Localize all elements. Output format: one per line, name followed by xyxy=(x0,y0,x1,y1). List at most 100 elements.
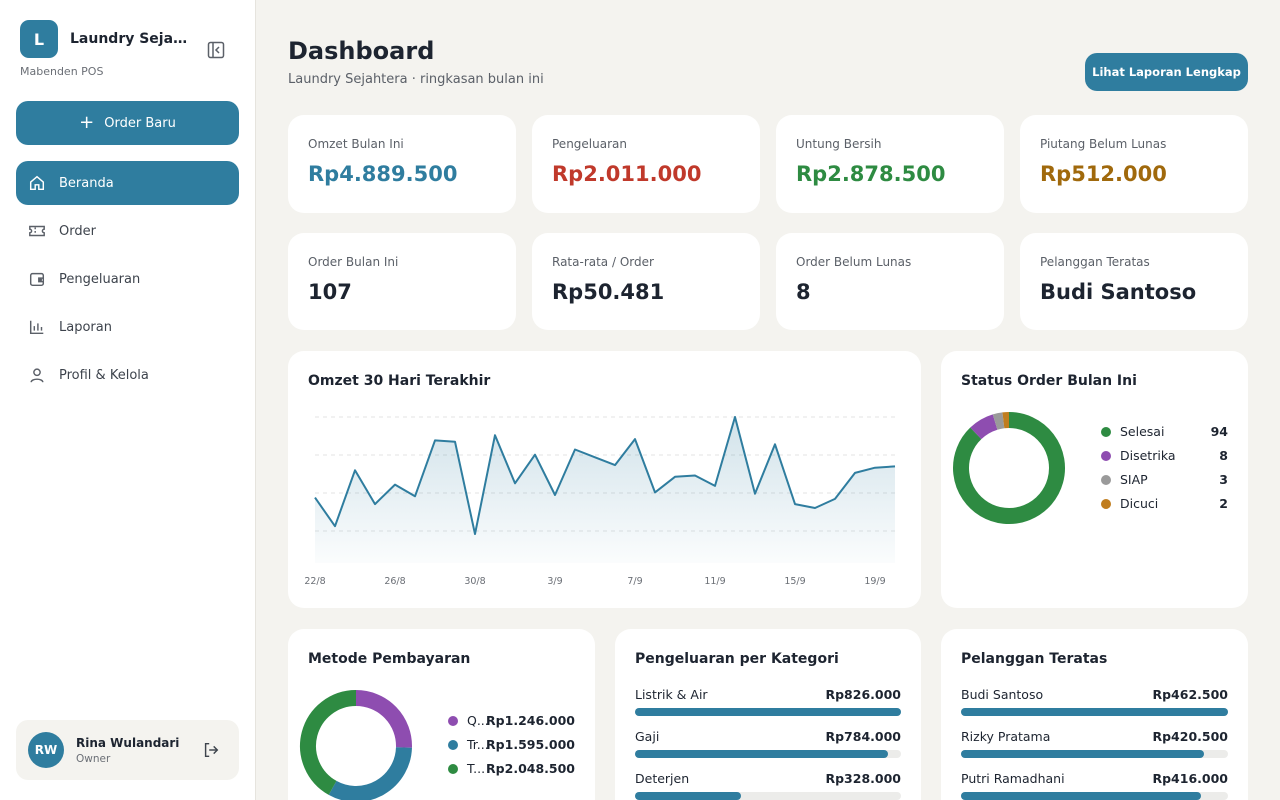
stat-card-average: Rata-rata / Order Rp50.481 xyxy=(532,233,760,330)
progress-bar xyxy=(635,750,901,758)
stat-value: Budi Santoso xyxy=(1040,280,1197,304)
bar-value: Rp826.000 xyxy=(825,687,901,702)
sidebar-item-pengeluaran[interactable]: Pengeluaran xyxy=(16,257,239,301)
sidebar-item-profil[interactable]: Profil & Kelola xyxy=(16,353,239,397)
omzet-chart: 22/8 26/8 30/8 3/9 7/9 11/9 15/9 19/9 xyxy=(304,416,896,587)
legend-label: T... xyxy=(467,761,486,776)
progress-fill xyxy=(635,792,742,800)
x-tick-label: 26/8 xyxy=(384,576,405,587)
donut-segment xyxy=(992,412,1005,430)
legend-dot xyxy=(448,739,458,750)
logout-icon[interactable] xyxy=(202,741,220,759)
brand-subtitle: Mabenden POS xyxy=(20,65,104,78)
series-line xyxy=(314,416,896,535)
omzet-chart-title: Omzet 30 Hari Terakhir xyxy=(308,373,491,389)
legend-value: Rp2.048.500 xyxy=(486,761,575,776)
stat-card-pengeluaran: Pengeluaran Rp2.011.000 xyxy=(532,115,760,213)
bar-label: Listrik & Air xyxy=(635,687,708,702)
brand: L Laundry Sejahtera xyxy=(20,20,192,58)
status-chart-title: Status Order Bulan Ini xyxy=(961,373,1137,389)
x-tick-label: 11/9 xyxy=(704,576,725,587)
user-info: Rina Wulandari Owner xyxy=(76,736,179,765)
donut-segment xyxy=(355,690,412,748)
bar-label: Deterjen xyxy=(635,771,690,786)
legend-value: 2 xyxy=(1219,496,1228,511)
stat-card-omzet: Omzet Bulan Ini Rp4.889.500 xyxy=(288,115,516,213)
brand-logo: L xyxy=(20,20,58,58)
status-donut-chart xyxy=(953,412,1065,524)
page-subtitle: Laundry Sejahtera · ringkasan bulan ini xyxy=(288,72,544,87)
legend-value: 3 xyxy=(1219,472,1228,487)
legend-dot xyxy=(1101,474,1111,485)
stat-card-top-customer: Pelanggan Teratas Budi Santoso xyxy=(1020,233,1248,330)
donut-segment xyxy=(328,746,412,800)
full-report-button[interactable]: Lihat Laporan Lengkap xyxy=(1085,53,1248,91)
expense-category-title: Pengeluaran per Kategori xyxy=(635,651,839,667)
stat-label: Order Bulan Ini xyxy=(308,255,399,269)
user-card: RW Rina Wulandari Owner xyxy=(16,720,239,780)
area-fill xyxy=(315,417,895,563)
payment-chart-title: Metode Pembayaran xyxy=(308,651,471,667)
donut-segment xyxy=(300,690,357,795)
stat-value: Rp512.000 xyxy=(1040,162,1167,186)
sidebar-item-beranda[interactable]: Beranda xyxy=(16,161,239,205)
stat-value: 8 xyxy=(796,280,811,304)
legend-label: Selesai xyxy=(1120,424,1165,439)
sidebar-item-label: Profil & Kelola xyxy=(59,367,149,383)
legend-item: Q... xyxy=(448,713,489,728)
progress-bar xyxy=(961,750,1228,758)
legend-item: SIAP xyxy=(1101,472,1148,487)
legend-item: Disetrika xyxy=(1101,448,1176,463)
home-icon xyxy=(29,175,45,191)
sidebar-item-label: Pengeluaran xyxy=(59,271,141,287)
legend-dot xyxy=(448,763,458,774)
stat-label: Pelanggan Teratas xyxy=(1040,255,1150,269)
legend-value: Rp1.595.000 xyxy=(486,737,575,752)
stat-value: Rp50.481 xyxy=(552,280,665,304)
new-order-label: Order Baru xyxy=(104,115,176,131)
sidebar-item-label: Beranda xyxy=(59,175,114,191)
payment-donut-chart xyxy=(300,690,412,800)
sidebar-item-laporan[interactable]: Laporan xyxy=(16,305,239,349)
bar-label: Rizky Pratama xyxy=(961,729,1051,744)
sidebar-nav: Beranda Order Pengeluaran Laporan Profil… xyxy=(16,161,239,401)
legend-item: Dicuci xyxy=(1101,496,1158,511)
progress-bar xyxy=(961,708,1228,716)
legend-value: Rp1.246.000 xyxy=(486,713,575,728)
stat-label: Rata-rata / Order xyxy=(552,255,654,269)
legend-label: Tr... xyxy=(467,737,489,752)
stat-label: Pengeluaran xyxy=(552,137,627,151)
stat-label: Untung Bersih xyxy=(796,137,882,151)
progress-bar xyxy=(635,708,901,716)
legend-item: T... xyxy=(448,761,485,776)
status-chart-card: Status Order Bulan Ini Selesai 94 Disetr… xyxy=(941,351,1248,608)
sidebar-collapse-icon[interactable] xyxy=(206,40,226,60)
legend-value: 8 xyxy=(1219,448,1228,463)
legend-item: Selesai xyxy=(1101,424,1164,439)
stat-label: Order Belum Lunas xyxy=(796,255,912,269)
plus-icon: + xyxy=(79,112,95,133)
bar-value: Rp420.500 xyxy=(1152,729,1228,744)
sidebar-item-label: Order xyxy=(59,223,96,239)
expense-category-card: Pengeluaran per Kategori Listrik & Air R… xyxy=(615,629,921,800)
new-order-button[interactable]: + Order Baru xyxy=(16,101,239,145)
progress-fill xyxy=(961,750,1204,758)
stat-card-piutang: Piutang Belum Lunas Rp512.000 xyxy=(1020,115,1248,213)
sidebar-item-order[interactable]: Order xyxy=(16,209,239,253)
bar-label: Gaji xyxy=(635,729,660,744)
bar-label: Budi Santoso xyxy=(961,687,1044,702)
page-title: Dashboard xyxy=(288,37,435,65)
progress-fill xyxy=(635,708,901,716)
progress-fill xyxy=(635,750,888,758)
user-role: Owner xyxy=(76,752,111,765)
legend-label: SIAP xyxy=(1120,472,1148,487)
x-tick-label: 22/8 xyxy=(304,576,325,587)
legend-dot xyxy=(1101,450,1111,461)
legend-label: Q... xyxy=(467,713,489,728)
bar-label: Putri Ramadhani xyxy=(961,771,1065,786)
legend-dot xyxy=(1101,426,1111,437)
avatar: RW xyxy=(28,732,64,768)
donut-segment xyxy=(970,414,998,440)
progress-fill xyxy=(961,708,1228,716)
brand-name: Laundry Sejahtera xyxy=(70,31,192,47)
